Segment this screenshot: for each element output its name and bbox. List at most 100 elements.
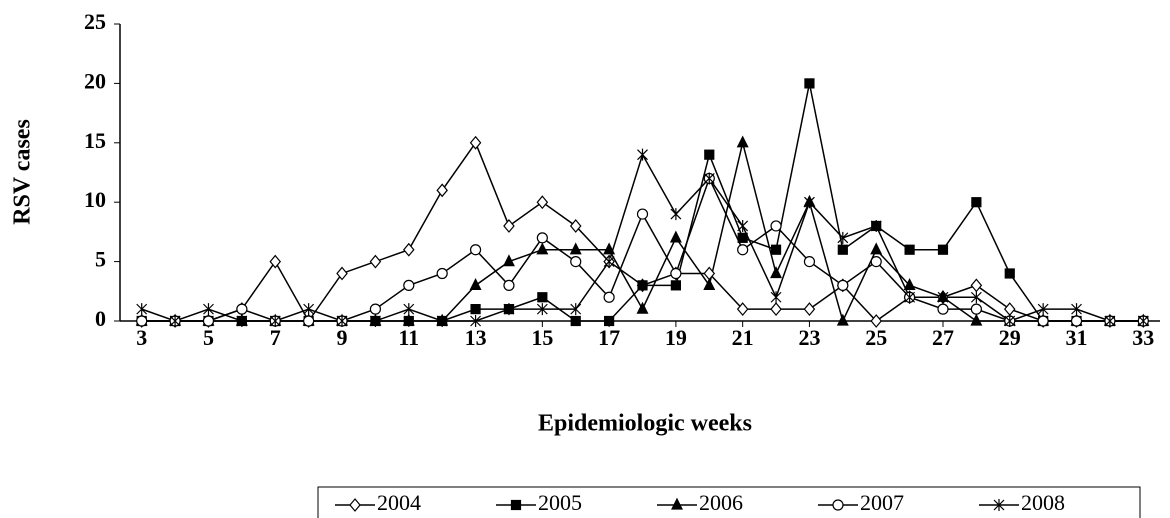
marker: [269, 315, 281, 327]
marker: [503, 279, 515, 291]
marker: [536, 195, 549, 210]
marker: [603, 291, 615, 303]
marker: [1004, 268, 1015, 279]
marker: [203, 303, 214, 316]
marker: [671, 497, 683, 510]
x-tick-label: 19: [665, 325, 687, 350]
marker: [970, 291, 982, 304]
marker: [971, 197, 982, 208]
marker: [704, 149, 715, 160]
marker: [703, 172, 715, 185]
marker: [637, 148, 648, 161]
marker: [469, 244, 482, 256]
marker: [570, 315, 581, 327]
x-tick-label: 31: [1066, 325, 1088, 350]
marker: [403, 279, 415, 291]
legend-label: 2008: [1021, 490, 1065, 515]
marker: [832, 499, 844, 511]
y-tick-label: 25: [84, 9, 106, 34]
marker: [470, 304, 481, 315]
marker: [970, 303, 982, 315]
marker: [536, 303, 548, 316]
x-tick-label: 29: [999, 325, 1021, 350]
marker: [870, 256, 882, 268]
marker: [1037, 303, 1049, 316]
marker: [770, 291, 782, 304]
x-tick-label: 21: [732, 325, 754, 350]
legend-label: 2005: [538, 490, 582, 515]
marker: [736, 302, 749, 317]
marker: [804, 196, 815, 209]
x-tick-label: 33: [1132, 325, 1154, 350]
x-tick-label: 17: [598, 325, 620, 350]
marker: [536, 242, 549, 255]
marker: [236, 303, 248, 315]
marker: [1104, 315, 1116, 327]
marker: [737, 244, 749, 256]
marker: [1071, 303, 1082, 316]
x-tick-label: 13: [465, 325, 487, 350]
legend-label: 2006: [699, 490, 743, 515]
marker: [136, 303, 148, 316]
marker: [470, 315, 481, 327]
series-line: [141, 141, 1144, 323]
marker: [770, 302, 782, 317]
marker: [803, 256, 816, 268]
marker: [569, 219, 582, 233]
marker: [603, 255, 615, 268]
marker: [937, 303, 949, 315]
x-tick-label: 15: [531, 325, 553, 350]
marker: [836, 313, 849, 326]
marker: [970, 313, 983, 326]
marker: [169, 315, 181, 327]
marker: [870, 314, 882, 328]
y-tick-label: 20: [84, 68, 106, 93]
marker: [904, 291, 916, 304]
legend-label: 2007: [860, 490, 904, 515]
x-tick-label: 9: [337, 325, 348, 350]
marker: [993, 499, 1005, 511]
marker: [670, 208, 682, 221]
marker: [202, 315, 215, 327]
legend-box: [317, 486, 1141, 518]
marker: [502, 254, 515, 267]
marker: [336, 266, 348, 281]
x-tick-label: 3: [136, 325, 147, 350]
marker: [837, 231, 849, 244]
x-tick-label: 27: [932, 325, 954, 350]
x-tick-label: 7: [270, 325, 281, 350]
marker: [870, 219, 882, 232]
marker: [604, 315, 615, 327]
marker: [837, 279, 849, 291]
marker: [937, 244, 949, 255]
marker: [403, 242, 415, 257]
x-tick-label: 23: [798, 325, 820, 350]
marker: [737, 232, 748, 243]
marker: [269, 254, 282, 269]
marker: [1037, 315, 1049, 327]
marker: [510, 499, 522, 511]
marker: [804, 78, 815, 89]
marker: [403, 303, 415, 316]
marker: [1137, 315, 1149, 327]
marker: [1004, 315, 1016, 327]
marker: [603, 242, 616, 255]
marker: [670, 267, 682, 280]
y-tick-label: 10: [84, 187, 106, 212]
marker: [1003, 302, 1016, 317]
marker: [349, 498, 361, 512]
marker: [803, 302, 816, 317]
legend-label: 2004: [377, 490, 421, 515]
marker: [503, 303, 515, 316]
marker: [436, 267, 448, 280]
series-line: [141, 176, 1144, 322]
marker: [937, 291, 949, 304]
x-tick-label: 5: [203, 325, 214, 350]
marker: [837, 244, 848, 255]
marker: [669, 230, 682, 243]
y-tick-label: 0: [95, 306, 106, 331]
marker: [369, 315, 381, 327]
marker: [402, 313, 415, 326]
marker: [537, 292, 548, 303]
